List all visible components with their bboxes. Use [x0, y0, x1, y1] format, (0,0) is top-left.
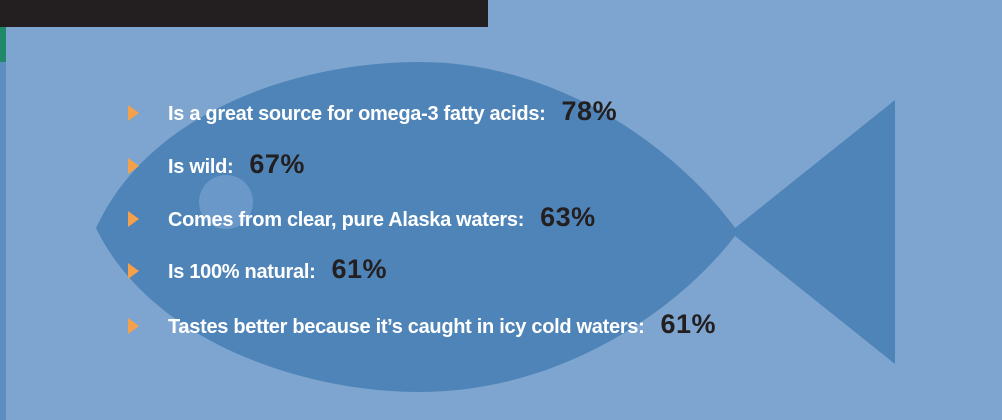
header-bar	[0, 0, 488, 27]
fish-tail	[730, 100, 895, 364]
bullet	[128, 158, 139, 174]
item-text: Tastes better because it’s caught in icy…	[168, 316, 645, 338]
item-text: Is a great source for omega-3 fatty acid…	[168, 103, 546, 125]
bullet	[128, 263, 139, 279]
item-text: Comes from clear, pure Alaska waters:	[168, 209, 525, 231]
bullet	[128, 105, 139, 121]
item-value: 67%	[249, 149, 305, 179]
item-value: 78%	[561, 96, 618, 126]
list-item: Is 100% natural: 61%	[128, 254, 387, 285]
item-value: 61%	[660, 309, 717, 339]
bullet	[128, 318, 139, 334]
item-text: Is 100% natural:	[168, 261, 316, 283]
fish-eye	[199, 175, 253, 229]
item-text: Is wild:	[168, 156, 234, 178]
bullet	[128, 211, 139, 227]
item-value: 63%	[540, 202, 596, 232]
list-item: Comes from clear, pure Alaska waters: 63%	[128, 202, 596, 233]
item-value: 61%	[331, 254, 388, 284]
left-strip	[0, 0, 6, 420]
list-item: Is wild: 67%	[128, 149, 305, 180]
fish-body	[96, 62, 738, 392]
left-accent	[0, 0, 6, 62]
list-item: Tastes better because it’s caught in icy…	[128, 309, 716, 340]
list-item: Is a great source for omega-3 fatty acid…	[128, 96, 617, 127]
